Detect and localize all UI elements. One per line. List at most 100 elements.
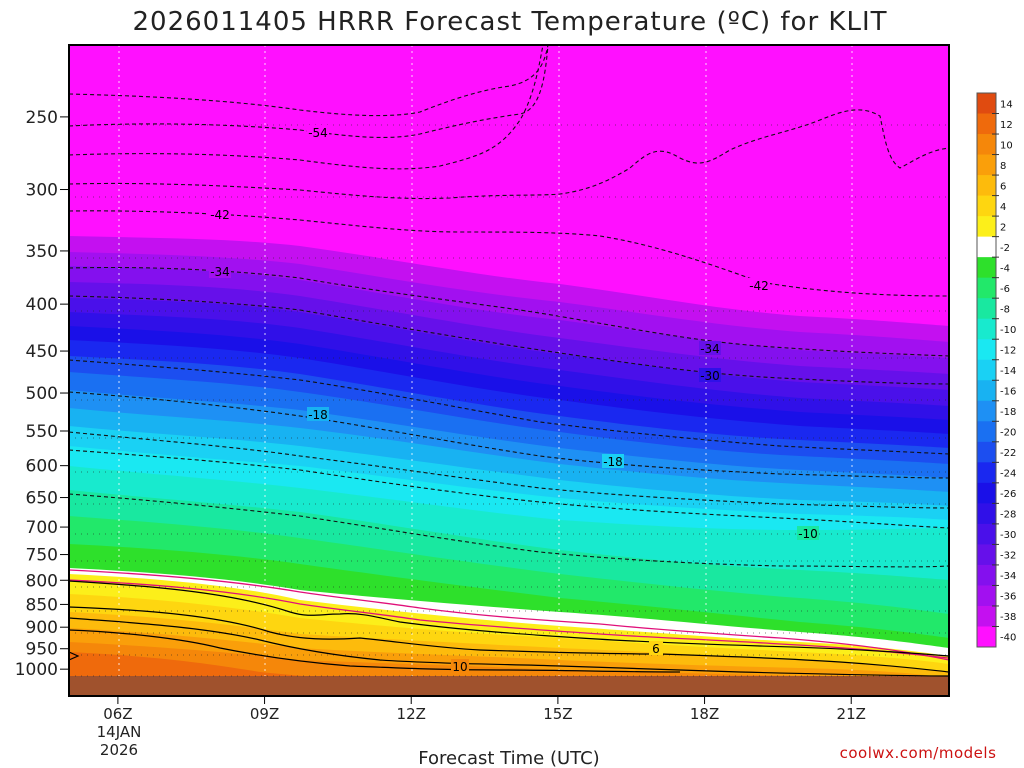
colorbar-label: 14 [1000, 99, 1013, 110]
colorbar-swatch [977, 195, 996, 217]
x-axis-label: Forecast Time (UTC) [418, 748, 599, 768]
colorbar-label: -28 [1000, 510, 1016, 521]
pressure-tick-label: 700 [26, 518, 58, 538]
temperature-field [69, 45, 949, 696]
colorbar-label: 10 [1000, 140, 1013, 151]
ground-band [69, 676, 949, 696]
date-label-day: 14JAN [97, 723, 142, 741]
colorbar-swatch [977, 236, 996, 258]
pressure-tick-label: 850 [26, 595, 58, 615]
pressure-tick-label: 950 [26, 640, 58, 660]
colorbar-label: -10 [1000, 325, 1016, 336]
colorbar-swatch [977, 298, 996, 320]
contour-label-54: -54 [308, 126, 328, 140]
colorbar-swatch [977, 339, 996, 361]
colorbar-label: -30 [1000, 530, 1016, 541]
contour-label-10: -10 [798, 527, 818, 541]
colorbar-label: -26 [1000, 489, 1016, 500]
time-tick-label: 09Z [250, 705, 279, 723]
contour-label-10-solid: 10 [452, 660, 467, 674]
colorbar-swatch [977, 277, 996, 299]
date-label-year: 2026 [100, 741, 138, 759]
colorbar-swatch [977, 359, 996, 381]
contour-label-30: -30 [700, 369, 720, 383]
colorbar-swatch [977, 421, 996, 443]
contour-label-18b: -18 [603, 455, 623, 469]
colorbar-label: -2 [1000, 243, 1010, 254]
contour-label-42b: -42 [749, 279, 769, 293]
credit-link[interactable]: coolwx.com/models [840, 744, 997, 762]
contour-label-34a: -34 [210, 265, 230, 279]
colorbar-swatch [977, 503, 996, 525]
colorbar-label: 12 [1000, 120, 1013, 131]
colorbar-label: -12 [1000, 345, 1016, 356]
colorbar-swatch [977, 93, 996, 115]
contour-label-18a: -18 [308, 408, 328, 422]
colorbar-label: -34 [1000, 571, 1016, 582]
pressure-tick-label: 650 [26, 489, 58, 509]
pressure-tick-label: 900 [26, 618, 58, 638]
colorbar-swatch [977, 400, 996, 422]
colorbar-swatch [977, 462, 996, 484]
solid-contours [69, 580, 949, 677]
pressure-tick-label: 250 [26, 108, 58, 128]
colorbar-swatch [977, 523, 996, 545]
colorbar-label: -14 [1000, 366, 1016, 377]
colorbar-swatch [977, 154, 996, 176]
pressure-tick-label: 400 [26, 295, 58, 315]
pressure-tick-label: 1000 [15, 660, 58, 680]
time-tick-label: 21Z [837, 705, 866, 723]
plot-frame [68, 44, 950, 697]
pressure-tick-label: 300 [26, 181, 58, 201]
colorbar: 14 12 10 8 6 4 2 -2 -4 -6 -8 -10 -12 -14 -16 -18 -20 -22 -… [976, 92, 1016, 648]
colorbar-label: 2 [1000, 222, 1006, 233]
colorbar-swatch [977, 380, 996, 402]
colorbar-swatch [977, 544, 996, 566]
freezing-lines [69, 569, 949, 661]
pressure-tick-label: 350 [26, 242, 58, 262]
time-tick-label: 06Z [103, 705, 132, 723]
colorbar-label: -20 [1000, 428, 1016, 439]
colorbar-swatch [977, 441, 996, 463]
colorbar-label: -18 [1000, 407, 1016, 418]
colorbar-swatch [977, 626, 996, 648]
colorbar-swatch [977, 175, 996, 197]
colorbar-label: -24 [1000, 469, 1016, 480]
pressure-tick-label: 450 [26, 342, 58, 362]
pressure-tick-label: 600 [26, 457, 58, 477]
time-tick-label: 18Z [690, 705, 719, 723]
colorbar-swatch [977, 482, 996, 504]
contour-label-42a: -42 [210, 208, 230, 222]
contour-label-6: 6 [652, 642, 660, 656]
colorbar-label: -16 [1000, 387, 1016, 398]
pressure-tick-label: 800 [26, 571, 58, 591]
pressure-tick-label: 500 [26, 384, 58, 404]
colorbar-label: -8 [1000, 304, 1010, 315]
contour-label-34b: -34 [700, 342, 720, 356]
colorbar-label: 4 [1000, 202, 1006, 213]
colorbar-swatch [977, 318, 996, 340]
colorbar-swatch [977, 257, 996, 279]
colorbar-swatch [977, 113, 996, 135]
colorbar-label: -32 [1000, 551, 1016, 562]
time-tick-label: 12Z [397, 705, 426, 723]
colorbar-frame [976, 92, 997, 648]
contour-labels: -54 -42 -42 -34 -34 -30 -18 -18 -10 6 10 [209, 125, 819, 674]
colorbar-swatch [977, 134, 996, 156]
colorbar-swatch [977, 585, 996, 607]
colorbar-swatch [977, 216, 996, 238]
colorbar-label: -22 [1000, 448, 1016, 459]
colorbar-label: -38 [1000, 612, 1016, 623]
colorbar-label: 6 [1000, 181, 1006, 192]
colorbar-label: -6 [1000, 284, 1010, 295]
colorbar-swatch [977, 564, 996, 586]
time-tick-label: 15Z [543, 705, 572, 723]
colorbar-label: -36 [1000, 592, 1016, 603]
time-axis: 06Z 09Z 12Z 15Z 18Z 21Z [103, 696, 866, 723]
colorbar-label: 8 [1000, 161, 1006, 172]
pressure-axis: 250 300 350 400 450 500 550 600 650 700 750 800 850 9… [15, 108, 69, 680]
pressure-tick-label: 550 [26, 422, 58, 442]
chart-title: 2026011405 HRRR Forecast Temperature (ºC… [133, 7, 888, 37]
colorbar-label: -40 [1000, 633, 1016, 644]
